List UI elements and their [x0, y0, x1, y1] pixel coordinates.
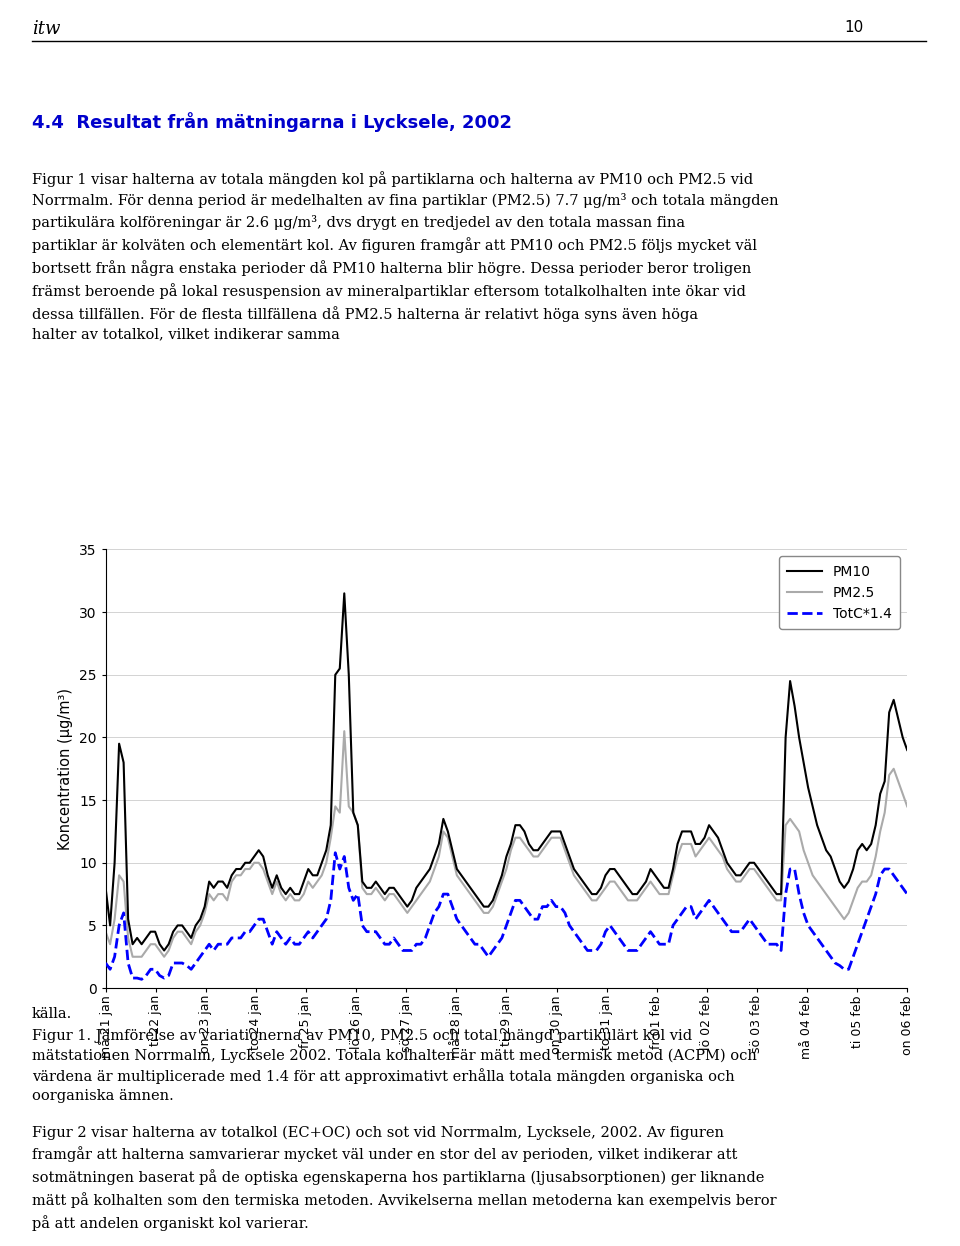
Line: PM10: PM10: [106, 593, 907, 951]
TotC*1.4: [901, 887, 913, 902]
PM10: [460, 875, 471, 890]
TotC*1.4: [180, 958, 192, 973]
PM10: [158, 943, 170, 958]
Legend: PM10, PM2.5, TotC*1.4: PM10, PM2.5, TotC*1.4: [779, 557, 900, 629]
PM2.5: [249, 855, 260, 870]
PM2.5: [708, 836, 719, 851]
PM10: [708, 824, 719, 839]
Y-axis label: Koncentration (μg/m³): Koncentration (μg/m³): [59, 688, 73, 850]
TotC*1.4: [172, 956, 183, 971]
Text: 10: 10: [845, 20, 864, 35]
PM2.5: [100, 925, 111, 939]
PM2.5: [339, 724, 350, 739]
Text: Figur 2 visar halterna av totalkol (EC+OC) och sot vid Norrmalm, Lycksele, 2002.: Figur 2 visar halterna av totalkol (EC+O…: [32, 1125, 777, 1231]
PM10: [339, 586, 350, 601]
Line: PM2.5: PM2.5: [106, 731, 907, 957]
TotC*1.4: [708, 900, 719, 915]
TotC*1.4: [136, 972, 148, 987]
PM2.5: [334, 805, 346, 820]
PM10: [100, 881, 111, 896]
PM10: [180, 925, 192, 939]
Text: Figur 1. Jämförelse av variationerna av PM10, PM2.5 och total mängd partikulärt : Figur 1. Jämförelse av variationerna av …: [32, 1029, 756, 1103]
PM2.5: [901, 799, 913, 814]
TotC*1.4: [460, 925, 471, 939]
TotC*1.4: [100, 956, 111, 971]
Line: TotC*1.4: TotC*1.4: [106, 852, 907, 979]
PM10: [249, 849, 260, 863]
PM10: [334, 662, 346, 677]
PM2.5: [172, 925, 183, 939]
PM10: [901, 743, 913, 758]
Text: itw: itw: [32, 20, 60, 37]
TotC*1.4: [329, 845, 341, 860]
PM2.5: [180, 931, 192, 946]
TotC*1.4: [249, 918, 260, 933]
PM2.5: [460, 881, 471, 896]
PM2.5: [127, 949, 138, 964]
PM10: [172, 918, 183, 933]
TotC*1.4: [339, 849, 350, 863]
Text: källa.: källa.: [32, 1007, 72, 1020]
Text: Figur 1 visar halterna av totala mängden kol på partiklarna och halterna av PM10: Figur 1 visar halterna av totala mängden…: [32, 171, 779, 341]
Text: 4.4  Resultat från mätningarna i Lycksele, 2002: 4.4 Resultat från mätningarna i Lycksele…: [32, 112, 512, 132]
